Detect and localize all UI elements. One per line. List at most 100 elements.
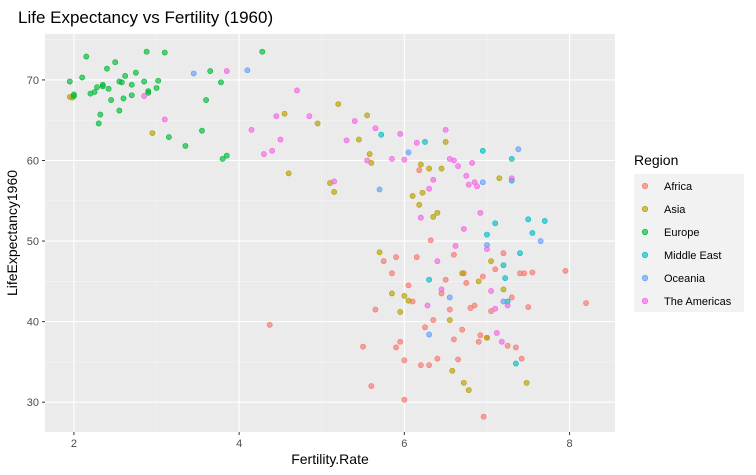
chart-title: Life Expectancy vs Fertility (1960) (18, 8, 273, 27)
data-point-europe (132, 69, 139, 76)
data-point-oceania (376, 186, 383, 193)
data-point-europe (203, 97, 209, 103)
data-point-europe (122, 72, 129, 79)
data-point-middle-east (378, 131, 385, 138)
data-point-europe (166, 134, 172, 141)
x-tick-label: 8 (567, 438, 573, 450)
x-axis-ticks: 2 4 6 8 (71, 432, 573, 450)
data-point-middle-east (525, 216, 532, 223)
data-point-africa (360, 343, 366, 350)
data-point-the-americas (161, 116, 168, 123)
data-point-the-americas (504, 302, 511, 309)
data-point-europe (105, 85, 112, 92)
data-point-the-americas (426, 185, 433, 192)
y-axis-ticks: 30 40 50 60 70 (27, 75, 45, 409)
data-point-middle-east (529, 230, 536, 236)
data-point-the-americas (477, 209, 484, 216)
data-point-asia (484, 334, 490, 341)
data-points (66, 48, 589, 420)
data-point-europe (218, 79, 224, 86)
data-point-the-americas (452, 242, 459, 249)
data-point-oceania (405, 149, 412, 156)
data-point-the-americas (484, 246, 490, 253)
data-point-oceania (515, 146, 522, 153)
data-point-the-americas (465, 181, 472, 188)
y-tick-label: 70 (27, 75, 39, 87)
legend-label-europe: Europe (664, 227, 699, 239)
data-point-africa (442, 276, 449, 283)
data-point-the-americas (306, 113, 313, 120)
x-tick-label: 6 (401, 438, 407, 450)
data-point-asia (397, 309, 404, 315)
data-point-africa (521, 270, 528, 277)
data-point-africa (372, 306, 379, 313)
data-point-africa (397, 338, 404, 345)
data-point-the-americas (331, 178, 338, 185)
legend-key-the-americas (641, 297, 649, 305)
data-point-asia (430, 213, 437, 220)
data-point-asia (449, 367, 456, 374)
data-point-the-americas (261, 151, 267, 157)
data-point-middle-east (500, 262, 507, 269)
data-point-africa (401, 396, 408, 403)
data-point-africa (451, 336, 457, 343)
data-point-africa (562, 267, 569, 274)
data-point-the-americas (248, 126, 255, 133)
y-tick-label: 30 (27, 397, 39, 409)
data-point-europe (112, 59, 119, 66)
data-point-the-americas (463, 172, 470, 179)
data-point-asia (434, 209, 441, 216)
data-point-europe (95, 120, 102, 127)
data-point-the-americas (397, 131, 404, 137)
data-point-the-americas (277, 136, 284, 143)
data-point-africa (518, 355, 525, 362)
data-point-europe (219, 155, 226, 162)
data-point-europe (116, 107, 123, 114)
data-point-middle-east (517, 250, 523, 257)
data-point-africa (430, 317, 437, 323)
data-point-europe (99, 81, 106, 88)
data-point-europe (83, 53, 90, 60)
legend-label-the-americas: The Americas (664, 296, 732, 308)
data-point-europe (223, 152, 230, 159)
data-point-the-americas (273, 113, 280, 120)
data-point-asia (409, 193, 416, 199)
data-point-africa (451, 251, 457, 258)
data-point-africa (401, 357, 408, 364)
data-point-asia (405, 297, 412, 304)
data-point-africa (393, 344, 399, 351)
data-point-europe (141, 78, 148, 85)
data-point-oceania (426, 331, 433, 338)
data-point-asia (401, 292, 408, 299)
data-point-europe (79, 74, 86, 81)
legend-key-background (634, 174, 744, 312)
data-point-africa (508, 294, 515, 301)
data-point-europe (66, 78, 73, 85)
data-point-asia (438, 165, 445, 172)
data-point-asia (364, 112, 371, 119)
data-point-the-americas (401, 156, 408, 163)
data-point-asia (331, 189, 338, 195)
data-point-africa (413, 254, 420, 261)
data-point-africa (380, 258, 387, 265)
y-tick-label: 50 (27, 236, 39, 248)
data-point-oceania (446, 294, 453, 301)
data-point-asia (417, 161, 424, 168)
data-point-asia (460, 379, 467, 386)
data-point-europe (91, 89, 98, 95)
data-point-africa (422, 324, 428, 331)
data-point-asia (488, 258, 494, 265)
data-point-africa (405, 282, 412, 289)
data-point-africa (583, 300, 589, 306)
data-point-the-americas (493, 330, 500, 336)
data-point-europe (155, 77, 162, 84)
data-point-africa (459, 326, 466, 333)
data-point-asia (356, 136, 362, 143)
data-point-the-americas (424, 302, 431, 309)
data-point-asia (426, 165, 433, 172)
data-point-the-americas (417, 214, 424, 221)
data-point-the-americas (141, 93, 148, 99)
y-axis-title: LifeExpectancy1960 (4, 170, 20, 296)
data-point-middle-east (541, 218, 548, 224)
